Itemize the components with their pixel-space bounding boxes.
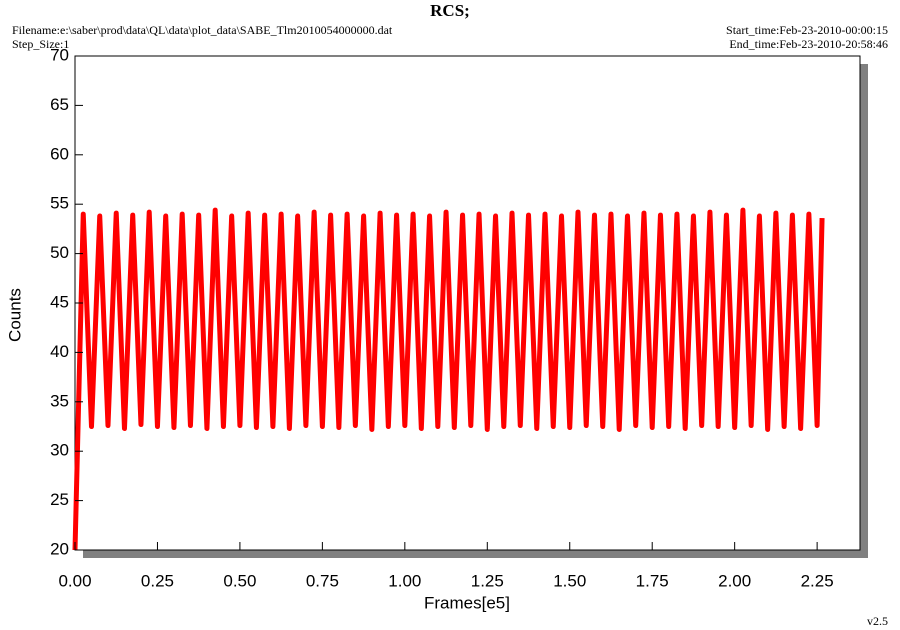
y-axis-label: Counts bbox=[5, 288, 24, 342]
x-tick-label: 0.75 bbox=[306, 571, 339, 590]
x-tick-label: 1.00 bbox=[388, 571, 421, 590]
y-tick-label: 60 bbox=[50, 144, 69, 163]
y-tick-label: 55 bbox=[50, 194, 69, 213]
y-tick-label: 20 bbox=[50, 539, 69, 558]
x-tick-label: 0.50 bbox=[223, 571, 256, 590]
y-tick-label: 25 bbox=[50, 490, 69, 509]
x-axis-label: Frames[e5] bbox=[424, 593, 510, 612]
filename: Filename:e:\saber\prod\data\QL\data\plot… bbox=[12, 23, 393, 37]
end-time: End_time:Feb-23-2010-20:58:46 bbox=[729, 37, 888, 51]
start-time: Start_time:Feb-23-2010-00:00:15 bbox=[726, 23, 888, 37]
x-tick-label: 2.25 bbox=[801, 571, 834, 590]
y-tick-label: 35 bbox=[50, 391, 69, 410]
y-tick-label: 50 bbox=[50, 243, 69, 262]
y-tick-label: 30 bbox=[50, 441, 69, 460]
x-tick-label: 2.00 bbox=[718, 571, 751, 590]
version: v2.5 bbox=[867, 614, 888, 628]
y-tick-label: 65 bbox=[50, 95, 69, 114]
x-tick-label: 0.25 bbox=[141, 571, 174, 590]
data-line bbox=[72, 207, 825, 551]
y-tick-label: 40 bbox=[50, 342, 69, 361]
y-tick-label: 45 bbox=[50, 292, 69, 311]
x-tick-label: 1.50 bbox=[553, 571, 586, 590]
step-size: Step_Size:1 bbox=[12, 37, 69, 51]
y-tick-label: 70 bbox=[50, 45, 69, 64]
x-tick-label: 0.00 bbox=[58, 571, 91, 590]
x-tick-label: 1.75 bbox=[636, 571, 669, 590]
chart-title: RCS; bbox=[430, 1, 470, 20]
x-tick-label: 1.25 bbox=[471, 571, 504, 590]
